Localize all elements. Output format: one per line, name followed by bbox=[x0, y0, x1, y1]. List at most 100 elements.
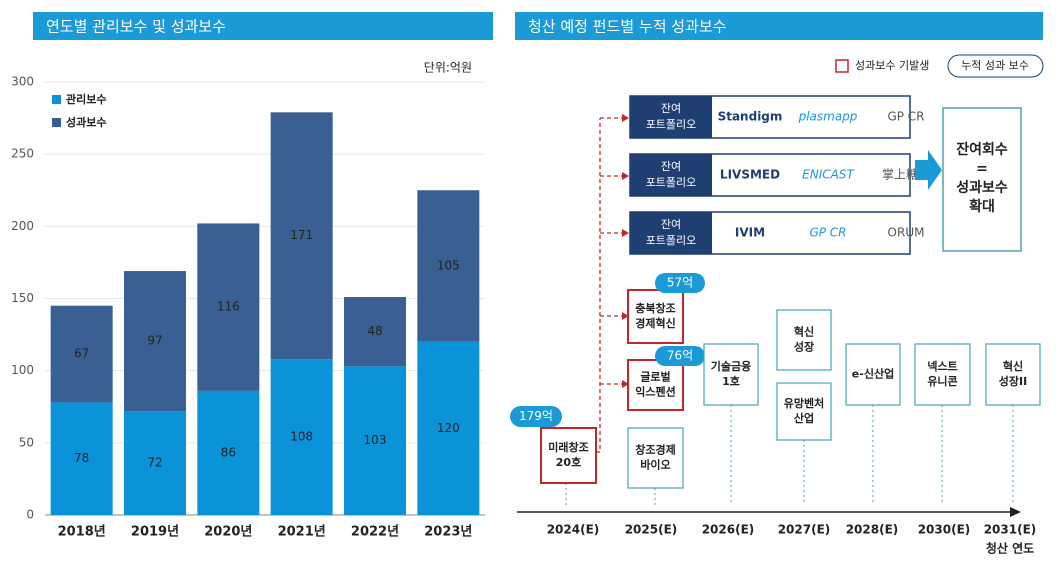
fund-box bbox=[914, 343, 971, 406]
fund-name: 혁신 bbox=[794, 325, 814, 339]
arrow-head bbox=[622, 312, 629, 320]
value-label: 105 bbox=[437, 259, 460, 273]
header-bar bbox=[515, 12, 1043, 40]
result-box bbox=[942, 107, 1022, 252]
fund-box bbox=[985, 343, 1041, 406]
fee-label: 57억 bbox=[667, 276, 693, 290]
y-tick-label: 200 bbox=[11, 219, 34, 233]
fund-name: 유망벤처 bbox=[784, 396, 824, 410]
value-label: 116 bbox=[217, 300, 240, 314]
fund-name: 경제혁신 bbox=[635, 316, 675, 330]
y-tick-label: 50 bbox=[19, 435, 34, 449]
logo: GP CR bbox=[887, 110, 924, 124]
bar-segment bbox=[270, 359, 333, 515]
fee-bubble bbox=[655, 346, 705, 366]
arrow-head bbox=[622, 172, 629, 180]
bar-segment bbox=[50, 402, 113, 515]
fee-bubble bbox=[655, 273, 705, 293]
fund-box bbox=[627, 427, 684, 489]
fee-label: 76억 bbox=[667, 349, 693, 363]
value-label: 120 bbox=[437, 421, 460, 435]
x-tick-label: 2018년 bbox=[58, 525, 106, 540]
logo: ORUM bbox=[888, 226, 925, 240]
bar-segment bbox=[344, 297, 406, 367]
timeline-label: 2030(E) bbox=[918, 523, 971, 537]
portfolio-label-box bbox=[630, 96, 712, 138]
portfolio-label: 포트폴리오 bbox=[646, 234, 697, 247]
legend-label: 누적 성과 보수 bbox=[961, 59, 1029, 72]
bar-segment bbox=[417, 190, 480, 342]
y-tick-label: 100 bbox=[11, 363, 34, 377]
portfolio-label: 잔여 bbox=[661, 218, 681, 231]
timeline-label: 2027(E) bbox=[778, 523, 831, 537]
bar-segment bbox=[344, 366, 406, 515]
portfolio-label: 포트폴리오 bbox=[646, 118, 697, 131]
value-label: 171 bbox=[290, 228, 313, 242]
value-label: 48 bbox=[367, 324, 382, 338]
logo: plasmapp bbox=[798, 110, 858, 124]
fund-name: 충북창조 bbox=[635, 301, 675, 315]
x-tick-label: 2023년 bbox=[424, 525, 472, 540]
fund-name: 성장II bbox=[999, 374, 1027, 388]
bar-segment bbox=[124, 271, 186, 412]
fund-name: 익스펜션 bbox=[635, 385, 675, 399]
x-tick-label: 2021년 bbox=[278, 525, 326, 540]
logo: IVIM bbox=[735, 226, 765, 240]
legend-label: 성과보수 bbox=[66, 115, 106, 129]
timeline-label: 2024(E) bbox=[547, 523, 600, 537]
logo: Standigm bbox=[718, 110, 783, 124]
chart-title: 연도별 관리보수 및 성과보수 bbox=[46, 18, 226, 36]
fund-box bbox=[776, 382, 832, 441]
value-label: 67 bbox=[74, 347, 89, 361]
portfolio-label: 잔여 bbox=[661, 102, 681, 115]
timeline-note: 청산 연도 bbox=[986, 541, 1034, 556]
fund-name: e-신산업 bbox=[852, 367, 894, 381]
fee-label: 179억 bbox=[519, 409, 553, 423]
y-tick-label: 300 bbox=[11, 75, 34, 89]
fund-name: 유니콘 bbox=[927, 374, 957, 388]
timeline-label: 2031(E) bbox=[984, 523, 1037, 537]
y-tick-label: 150 bbox=[11, 291, 34, 305]
value-label: 103 bbox=[364, 433, 387, 447]
fund-box bbox=[627, 289, 684, 344]
header-bar bbox=[33, 12, 493, 40]
fund-box bbox=[776, 309, 832, 371]
logo: ENICAST bbox=[802, 168, 855, 182]
x-tick-label: 2020년 bbox=[204, 525, 252, 540]
bar-segment bbox=[50, 305, 113, 403]
arrow-head bbox=[622, 114, 629, 122]
fund-name: 성장 bbox=[794, 340, 814, 354]
legend-swatch bbox=[52, 95, 61, 104]
bar-segment bbox=[270, 112, 333, 360]
fund-name: 바이오 bbox=[640, 458, 670, 472]
fund-name: 창조경제 bbox=[635, 443, 675, 457]
legend-swatch bbox=[835, 59, 849, 73]
result-text: 성과보수 bbox=[956, 180, 1008, 196]
portfolio-label-box bbox=[630, 154, 712, 196]
value-label: 72 bbox=[147, 456, 162, 470]
bar-segment bbox=[197, 223, 260, 391]
fund-box bbox=[540, 427, 597, 484]
value-label: 78 bbox=[74, 451, 89, 465]
fund-box bbox=[627, 359, 684, 411]
bar-segment bbox=[124, 411, 186, 515]
portfolio-label: 포트폴리오 bbox=[646, 176, 697, 189]
legend-bubble bbox=[947, 54, 1044, 78]
result-text: 확대 bbox=[969, 198, 995, 215]
fund-name: 산업 bbox=[794, 411, 814, 425]
portfolio-label-box bbox=[630, 212, 712, 254]
fund-box bbox=[845, 343, 901, 406]
fund-box bbox=[703, 343, 759, 406]
value-label: 108 bbox=[290, 430, 313, 444]
legend-swatch bbox=[52, 118, 61, 127]
diagram-title: 청산 예정 펀드별 누적 성과보수 bbox=[528, 18, 726, 36]
fund-name: 넥스트 bbox=[927, 359, 957, 373]
logo: LIVSMED bbox=[720, 168, 780, 182]
fund-name: 1호 bbox=[722, 374, 740, 388]
bar-segment bbox=[417, 341, 480, 515]
arrow-head bbox=[622, 380, 629, 388]
fund-name: 혁신 bbox=[1003, 359, 1023, 373]
value-label: 86 bbox=[221, 445, 236, 459]
result-arrow bbox=[915, 150, 942, 190]
